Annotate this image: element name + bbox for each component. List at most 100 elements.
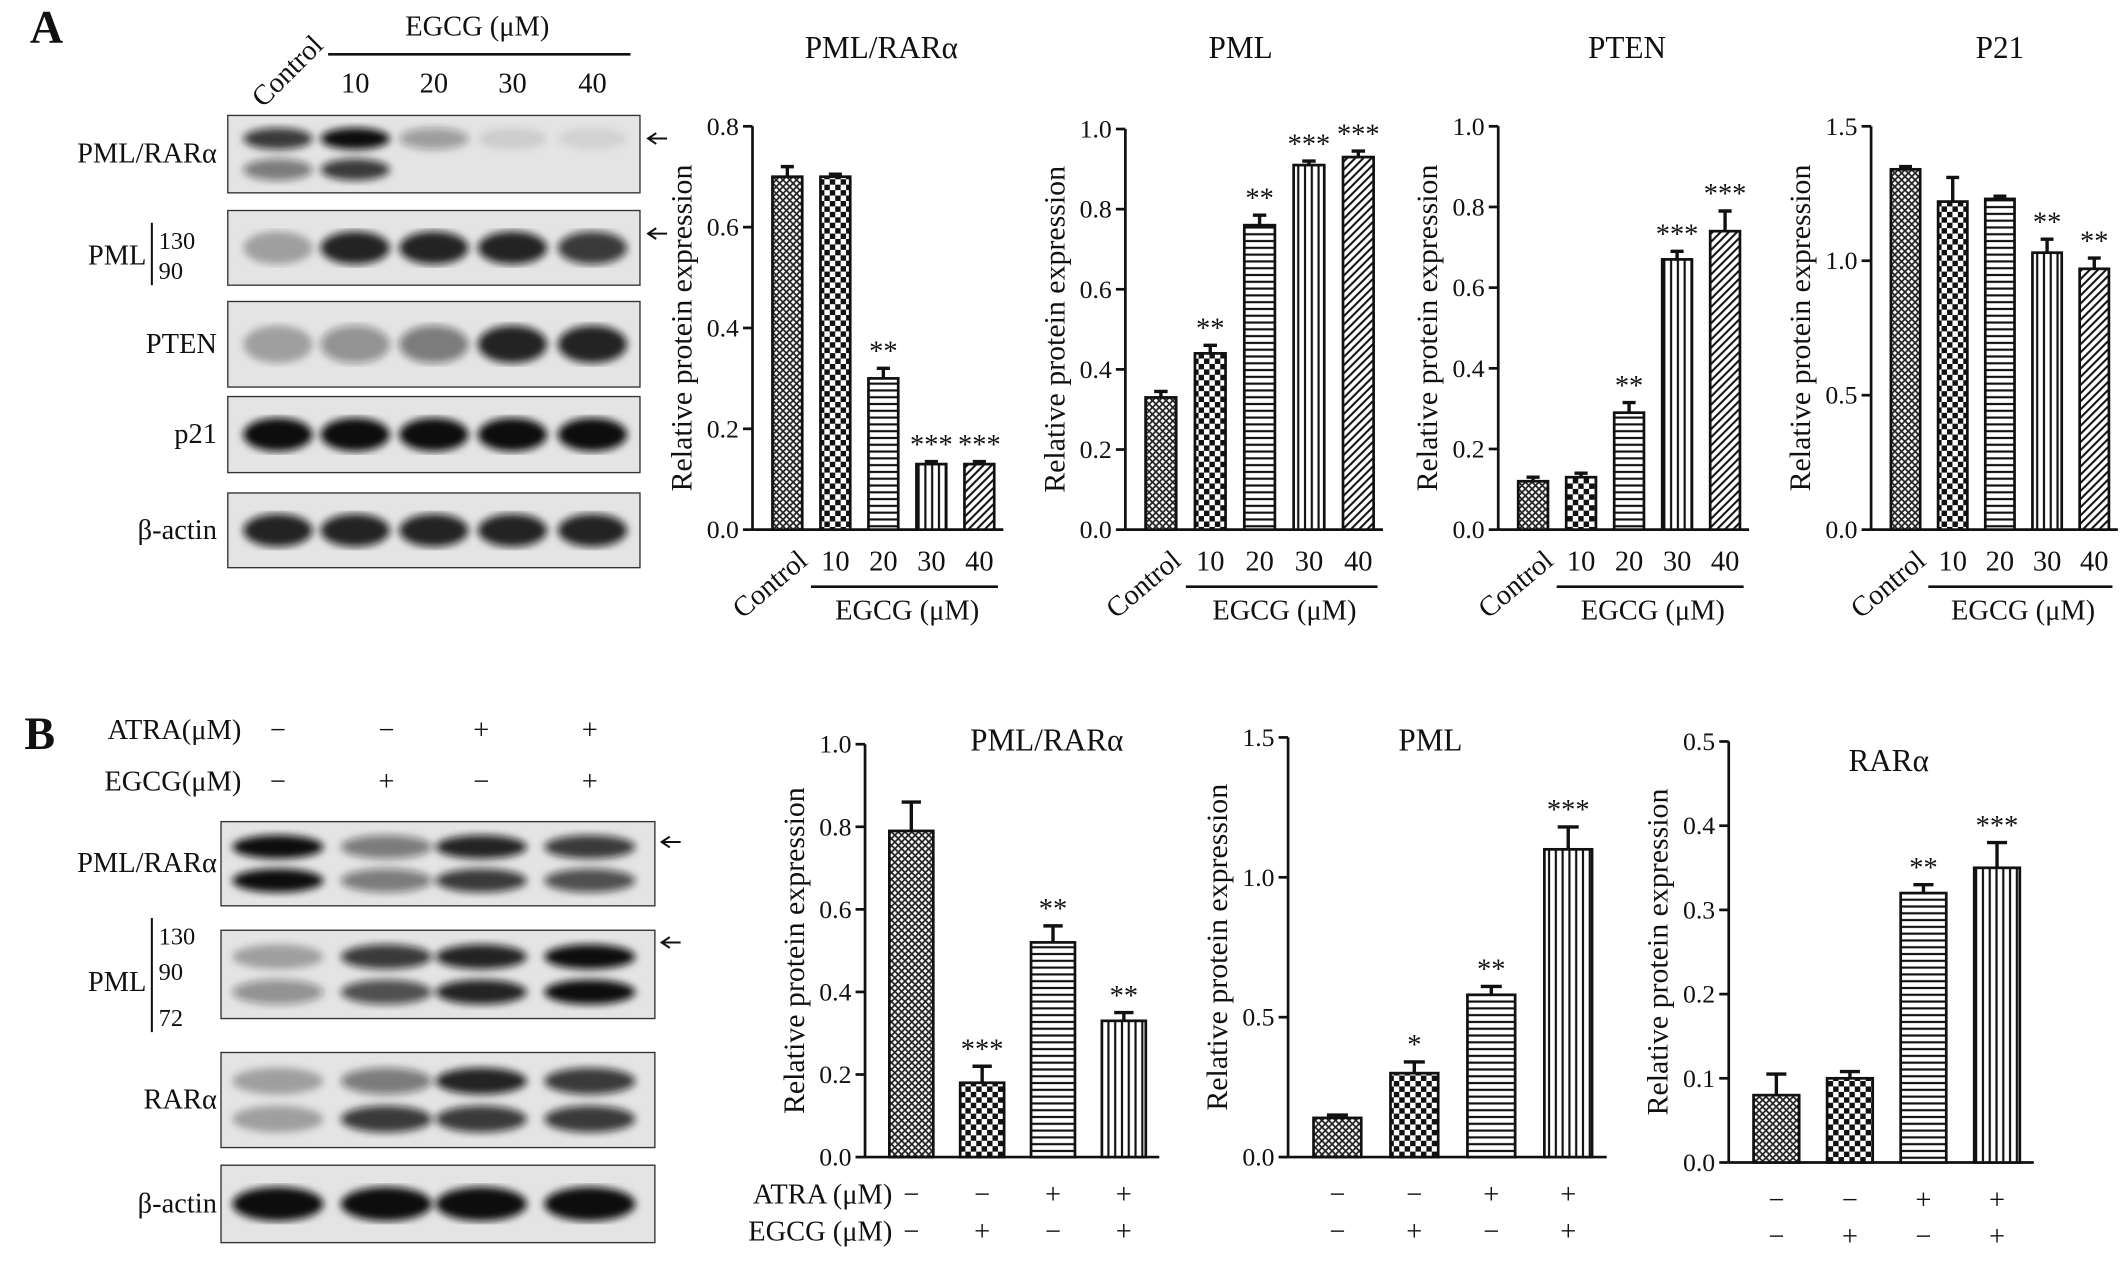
blot-row-label: PML — [88, 967, 147, 998]
bar — [771, 175, 804, 532]
treatment-sign: + — [974, 1216, 990, 1247]
chart-title: RARα — [1848, 743, 1928, 778]
blot-band — [232, 1186, 324, 1221]
y-tick-label: 0.0 — [1080, 515, 1112, 544]
y-tick-label: 0.2 — [1080, 435, 1112, 464]
blot-membrane — [220, 820, 656, 907]
blot-band — [243, 417, 313, 452]
blot-band — [340, 944, 432, 970]
blot-bands — [232, 1186, 636, 1221]
y-tick-label: 1.5 — [1242, 723, 1274, 752]
blot-band — [399, 231, 469, 265]
chart-title: PTEN — [1588, 30, 1666, 65]
y-tick-label: 0.6 — [707, 213, 739, 242]
y-tick-label: 0.6 — [819, 895, 851, 924]
blot-band — [544, 1186, 636, 1221]
blot-band — [477, 513, 548, 547]
y-tick-label: 0.2 — [819, 1060, 851, 1089]
treatment-sign: + — [1406, 1216, 1422, 1247]
treatment-sign: + — [378, 767, 394, 798]
x-group-label: EGCG (μM) — [1212, 596, 1356, 627]
mw-marker: 90 — [159, 258, 183, 285]
blot-row-label: PML — [88, 240, 147, 271]
blot-lane-label: 30 — [498, 69, 526, 100]
blot-band — [340, 979, 432, 1005]
treatment-sign: − — [1329, 1216, 1345, 1247]
error-bar — [1326, 1113, 1348, 1118]
blot-band — [243, 231, 313, 265]
bar — [1144, 396, 1178, 532]
error-bar — [1203, 343, 1217, 354]
blot-band — [544, 868, 636, 893]
y-tick-label: 0.0 — [1242, 1143, 1274, 1172]
x-tick-label: 20 — [1615, 547, 1643, 578]
band-arrow — [646, 132, 668, 145]
x-group-label: EGCG (μM) — [835, 596, 979, 627]
blot-band — [340, 1186, 432, 1221]
blot-bands — [243, 127, 628, 181]
bar — [1825, 1076, 1875, 1164]
y-tick-label: 0.4 — [707, 313, 739, 342]
treatment-label: EGCG (μM) — [748, 1216, 892, 1247]
bar — [1341, 155, 1375, 532]
bar — [1564, 475, 1598, 532]
treatment-sign: − — [1406, 1180, 1422, 1211]
chart-title: PML — [1209, 30, 1273, 65]
treatment-sign: − — [1842, 1185, 1858, 1216]
blot-lane-label: 20 — [420, 69, 448, 100]
y-tick-label: 0.0 — [1452, 515, 1484, 544]
blot-band — [557, 325, 628, 364]
chart-title: PML/RARα — [970, 723, 1123, 758]
y-tick-label: 0.4 — [819, 977, 851, 1006]
chart-title: PML — [1398, 723, 1462, 758]
error-bar — [1622, 400, 1636, 413]
x-tick-label: 20 — [1986, 547, 2014, 578]
treatment-sign: − — [974, 1180, 990, 1211]
blot-band — [544, 944, 636, 970]
y-tick-label: 0.2 — [1452, 434, 1484, 463]
blot-band — [544, 1067, 636, 1095]
blot-band — [399, 417, 469, 452]
error-bar — [780, 164, 794, 177]
blot-band — [340, 868, 432, 893]
significance: ** — [1909, 853, 1937, 884]
bar — [887, 829, 935, 1159]
blot-row-label: β-actin — [138, 1188, 217, 1219]
blot-band — [477, 325, 548, 364]
x-tick-label: 40 — [2080, 547, 2108, 578]
y-tick-label: 0.0 — [1825, 515, 1857, 544]
bar — [1029, 941, 1077, 1159]
error-bar — [2087, 256, 2101, 269]
blot-band — [477, 231, 548, 265]
x-tick-label: 30 — [1663, 547, 1691, 578]
blot-band — [243, 513, 313, 547]
bar — [1242, 223, 1277, 532]
error-bar — [1718, 209, 1732, 232]
blot-band — [477, 127, 548, 150]
error-bar — [924, 459, 938, 465]
blot-band — [399, 325, 469, 364]
error-bar — [1986, 840, 2008, 868]
error-bar — [972, 1064, 992, 1083]
error-bar — [1154, 389, 1168, 398]
x-tick-label: 40 — [1344, 547, 1372, 578]
y-tick-label: 1.0 — [1080, 115, 1112, 144]
bar — [1100, 1019, 1148, 1159]
significance: *** — [958, 430, 1001, 461]
bar — [1389, 1071, 1440, 1159]
significance: *** — [961, 1034, 1004, 1065]
y-tick-label: 0.5 — [1242, 1003, 1274, 1032]
blot-lane-label: 40 — [578, 69, 606, 100]
bar — [819, 175, 852, 532]
bar — [1972, 866, 2022, 1164]
treatment-sign: + — [1560, 1216, 1576, 1247]
bar — [1312, 1116, 1363, 1159]
blot-bands — [243, 417, 628, 452]
error-bar — [1526, 475, 1540, 482]
treatment-sign: − — [903, 1180, 919, 1211]
blot-band — [320, 158, 390, 181]
blot-band — [232, 1067, 324, 1095]
blot-band — [232, 1105, 324, 1133]
treatment-sign: − — [378, 715, 394, 746]
error-bar — [1302, 159, 1316, 166]
